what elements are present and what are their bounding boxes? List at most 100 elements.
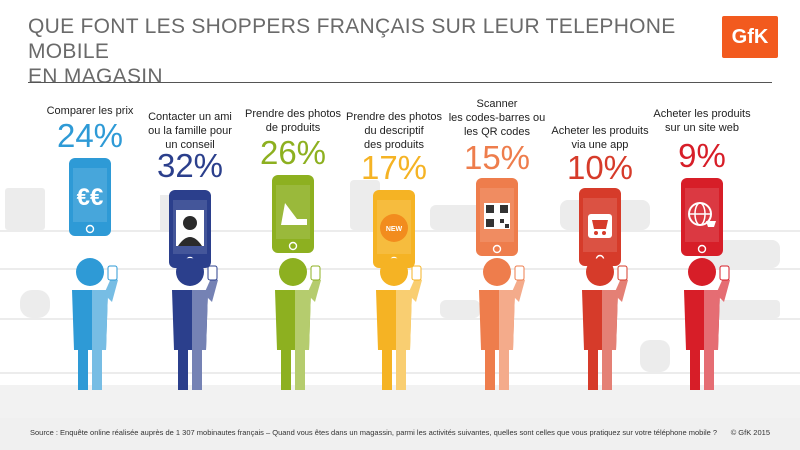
source-note: Source : Enquête online réalisée auprès …	[30, 428, 718, 437]
globe-cart-icon	[688, 202, 716, 227]
person-head	[76, 258, 104, 286]
title-line-1: QUE FONT LES SHOPPERS FRANÇAIS SUR LEUR …	[28, 15, 676, 63]
person-body-shade	[499, 290, 515, 350]
category-label-line: Acheter les produits	[653, 108, 751, 120]
person-figure: NEW	[373, 190, 422, 390]
category-label-line: Prendre des photos	[244, 108, 341, 120]
person-leg	[704, 350, 714, 390]
person-arm	[307, 276, 321, 302]
person-arm	[104, 276, 118, 302]
person-figure	[579, 188, 628, 390]
category-label-line: des produits	[364, 139, 424, 151]
person-leg	[92, 350, 102, 390]
person-leg	[178, 350, 188, 390]
person-leg	[588, 350, 598, 390]
category-label: Acheter les produits via une app	[545, 124, 655, 152]
person-arm	[408, 276, 422, 302]
euro-icon: €€	[77, 184, 104, 211]
small-phone	[411, 265, 422, 281]
title-divider	[28, 82, 772, 83]
phone-display	[276, 185, 310, 239]
person-head	[688, 258, 716, 286]
category-label: Scanner les codes-barres ou les QR codes	[442, 97, 552, 139]
person-head	[176, 258, 204, 286]
shoe-icon	[281, 203, 307, 225]
person-leg	[295, 350, 305, 390]
category-label: Prendre des photos du descriptif des produ…	[339, 110, 449, 152]
person-body-shade	[92, 290, 108, 350]
person-figure	[476, 178, 525, 390]
person-leg	[382, 350, 392, 390]
svg-text:NEW: NEW	[386, 226, 403, 233]
small-phone	[719, 265, 730, 281]
person-arm	[511, 276, 525, 302]
category-label-line: du descriptif	[364, 125, 424, 137]
small-phone	[207, 265, 218, 281]
person-leg	[396, 350, 406, 390]
category-label-line: Prendre des photos	[345, 111, 442, 123]
person-arm	[716, 276, 730, 302]
phone-screen	[69, 158, 111, 236]
person-leg	[499, 350, 509, 390]
footer-bar	[0, 418, 800, 450]
new-badge-icon: NEW	[380, 214, 408, 242]
cart-icon	[588, 214, 612, 238]
phone-display	[73, 168, 107, 222]
category-label-line: les codes-barres ou	[448, 112, 546, 124]
small-phone	[310, 265, 321, 281]
category-label-line: sur un site web	[665, 122, 739, 134]
small-phone	[107, 265, 118, 281]
svg-text:€€: €€	[77, 184, 104, 211]
person-figure	[272, 175, 321, 390]
person-figure: €€	[69, 158, 118, 390]
category-label: Acheter les produits sur un site web	[647, 107, 757, 135]
value-label: 9%	[678, 137, 726, 174]
phone-screen	[681, 178, 723, 256]
category-label-line: via une app	[571, 139, 629, 151]
gfk-logo: GfK	[722, 16, 778, 58]
person-body-shade	[602, 290, 618, 350]
person-arm	[204, 276, 218, 302]
qr-code-icon	[484, 203, 510, 229]
category-label: Prendre des photos de produits	[238, 107, 348, 135]
person-leg	[602, 350, 612, 390]
value-label: 26%	[259, 134, 327, 171]
copyright: © GfK 2015	[730, 428, 770, 437]
category-label: Comparer les prix	[35, 104, 145, 118]
person-body-shade	[192, 290, 208, 350]
title-line-2: EN MAGASIN	[28, 65, 163, 88]
category-label-line: de produits	[265, 122, 321, 134]
small-phone	[514, 265, 525, 281]
page-title: QUE FONT LES SHOPPERS FRANÇAIS SUR LEUR …	[28, 14, 688, 89]
person-head	[483, 258, 511, 286]
person-arm	[614, 276, 628, 302]
phone-home-button	[288, 241, 298, 251]
small-phone	[617, 265, 628, 281]
category-label-line: Comparer les prix	[46, 105, 134, 117]
value-label: 15%	[463, 139, 531, 176]
phone-home-button	[85, 224, 95, 234]
store-background	[0, 180, 800, 418]
category-label-line: Scanner	[476, 98, 518, 110]
person-leg	[690, 350, 700, 390]
person-body-shade	[396, 290, 412, 350]
person-head	[279, 258, 307, 286]
value-label: 10%	[566, 149, 634, 186]
person-leg	[281, 350, 291, 390]
category-label-line: un conseil	[165, 139, 215, 151]
category-label-line: ou la famille pour	[148, 125, 232, 137]
phone-home-button	[492, 244, 502, 254]
category-label: Contacter un ami ou la famille pour un con…	[135, 110, 245, 152]
value-label: 24%	[56, 117, 124, 154]
person-leg	[485, 350, 495, 390]
person-figure	[169, 190, 218, 390]
value-label: 17%	[360, 149, 428, 186]
person-figure	[681, 178, 730, 390]
person-body-shade	[704, 290, 720, 350]
phone-display	[685, 188, 719, 242]
category-label-line: Acheter les produits	[551, 125, 649, 137]
person-leg	[192, 350, 202, 390]
person-leg	[78, 350, 88, 390]
value-label: 32%	[156, 147, 224, 184]
